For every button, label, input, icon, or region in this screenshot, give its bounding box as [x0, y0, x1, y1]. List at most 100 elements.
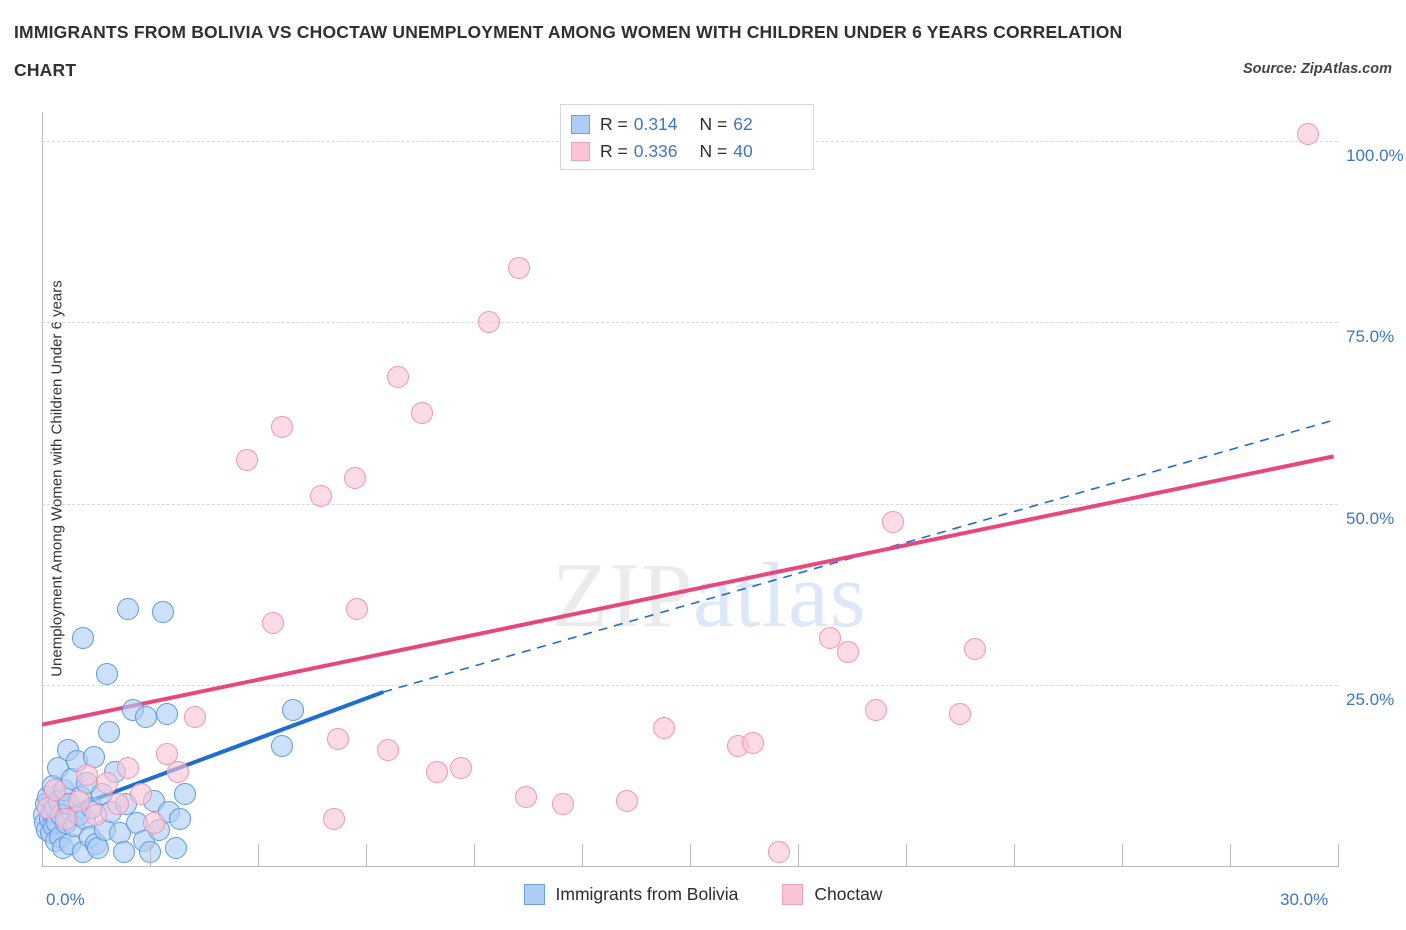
r-label-blue: R = — [600, 114, 628, 134]
data-point-immigrants-from-bolivia[interactable] — [95, 662, 118, 685]
y-axis-tick-label: 100.0% — [1346, 146, 1404, 165]
data-point-choctaw[interactable] — [156, 742, 179, 765]
data-point-choctaw[interactable] — [184, 706, 207, 729]
legend-item-choctaw[interactable]: Choctaw — [782, 884, 882, 905]
data-point-immigrants-from-bolivia[interactable] — [173, 782, 196, 805]
data-point-choctaw[interactable] — [67, 789, 90, 812]
data-point-immigrants-from-bolivia[interactable] — [164, 836, 187, 859]
x-axis-tick — [258, 844, 259, 866]
legend-swatch-pink-icon — [571, 142, 590, 161]
gridline — [42, 322, 1338, 324]
data-point-choctaw[interactable] — [741, 731, 764, 754]
n-value-pink: 40 — [733, 141, 753, 161]
y-axis-tick-label: 50.0% — [1346, 508, 1395, 528]
watermark-zip: ZIP — [552, 544, 693, 646]
data-point-immigrants-from-bolivia[interactable] — [156, 702, 179, 725]
legend-swatch-pink-icon — [782, 884, 804, 905]
data-point-choctaw[interactable] — [117, 757, 140, 780]
data-point-immigrants-from-bolivia[interactable] — [113, 840, 136, 863]
x-axis-tick — [798, 844, 799, 866]
data-point-choctaw[interactable] — [478, 311, 501, 334]
x-axis-tick — [1014, 844, 1015, 866]
n-value-blue: 62 — [733, 114, 753, 134]
x-axis-tick — [1122, 844, 1123, 866]
data-point-choctaw[interactable] — [450, 757, 473, 780]
data-point-choctaw[interactable] — [130, 782, 153, 805]
x-axis-tick — [582, 844, 583, 866]
trend-lines — [42, 419, 1335, 821]
gridline — [42, 503, 1338, 505]
data-point-choctaw[interactable] — [767, 840, 790, 863]
data-point-immigrants-from-bolivia[interactable] — [151, 601, 174, 624]
legend-swatch-blue-icon — [523, 884, 545, 905]
x-axis-tick-label-max: 30.0% — [1280, 890, 1329, 909]
data-point-choctaw[interactable] — [508, 256, 531, 279]
x-axis-tick — [1338, 844, 1339, 866]
stats-legend: R = 0.314 N = 62 R = 0.336 N = 40 — [560, 104, 814, 170]
y-axis-tick-label: 25.0% — [1346, 689, 1395, 709]
data-point-choctaw[interactable] — [95, 771, 118, 794]
plot-area: ZIPatlas — [33, 112, 1338, 866]
r-value-blue: 0.314 — [633, 114, 678, 134]
x-axis-line — [42, 866, 1339, 867]
data-point-immigrants-from-bolivia[interactable] — [117, 597, 140, 620]
source-label: Source: ZipAtlas.com — [1242, 61, 1392, 77]
data-point-choctaw[interactable] — [949, 702, 971, 725]
data-point-immigrants-from-bolivia[interactable] — [72, 626, 95, 649]
data-point-choctaw[interactable] — [653, 717, 676, 740]
x-axis-tick — [1230, 844, 1231, 866]
data-point-choctaw[interactable] — [344, 467, 367, 490]
data-point-choctaw[interactable] — [326, 728, 349, 751]
x-axis-tick — [150, 844, 151, 866]
data-point-choctaw[interactable] — [143, 811, 166, 834]
data-point-choctaw[interactable] — [322, 807, 345, 830]
data-point-choctaw[interactable] — [882, 510, 905, 533]
x-axis-tick — [690, 844, 691, 866]
data-point-choctaw[interactable] — [270, 416, 293, 439]
data-point-choctaw[interactable] — [167, 760, 190, 783]
data-point-choctaw[interactable] — [819, 626, 842, 649]
data-point-choctaw[interactable] — [616, 789, 639, 812]
legend-label: Choctaw — [814, 884, 883, 904]
data-point-choctaw[interactable] — [262, 612, 285, 635]
series-legend: Immigrants from Bolivia Choctaw — [0, 884, 1406, 905]
data-point-choctaw[interactable] — [551, 793, 574, 816]
legend-swatch-blue-icon — [571, 115, 590, 134]
legend-label: Immigrants from Bolivia — [555, 884, 739, 904]
watermark-atlas: atlas — [693, 544, 867, 646]
data-point-choctaw[interactable] — [864, 699, 887, 722]
data-point-choctaw[interactable] — [85, 804, 107, 827]
data-point-choctaw[interactable] — [236, 449, 259, 471]
n-label-blue: N = — [699, 114, 728, 134]
n-label-pink: N = — [699, 141, 728, 161]
gridline — [42, 684, 1338, 686]
legend-item-immigrants-from-bolivia[interactable]: Immigrants from Bolivia — [523, 884, 739, 905]
data-point-choctaw[interactable] — [1296, 122, 1319, 145]
r-value-pink: 0.336 — [633, 141, 678, 161]
data-point-immigrants-from-bolivia[interactable] — [97, 720, 120, 743]
data-point-choctaw[interactable] — [426, 760, 449, 783]
x-axis-tick-label-min: 0.0% — [46, 890, 85, 909]
x-axis-tick — [366, 844, 367, 866]
data-point-choctaw[interactable] — [411, 401, 434, 424]
data-point-choctaw[interactable] — [309, 485, 332, 508]
data-point-choctaw[interactable] — [106, 793, 129, 816]
page-title-second-line: CHART — [14, 60, 77, 80]
data-point-choctaw[interactable] — [376, 739, 399, 761]
y-axis-tick-label: 75.0% — [1346, 327, 1395, 347]
x-axis-tick — [906, 844, 907, 866]
x-axis-tick — [474, 844, 475, 866]
data-point-immigrants-from-bolivia[interactable] — [134, 706, 157, 729]
data-point-choctaw[interactable] — [514, 786, 537, 809]
data-point-immigrants-from-bolivia[interactable] — [270, 735, 293, 758]
data-point-choctaw[interactable] — [387, 365, 410, 388]
data-point-choctaw[interactable] — [54, 807, 77, 830]
data-point-choctaw[interactable] — [836, 641, 859, 664]
page-title: IMMIGRANTS FROM BOLIVIA VS CHOCTAW UNEMP… — [14, 22, 1123, 42]
data-point-immigrants-from-bolivia[interactable] — [281, 699, 304, 722]
data-point-immigrants-from-bolivia[interactable] — [169, 807, 192, 830]
data-point-choctaw[interactable] — [964, 637, 987, 660]
data-point-choctaw[interactable] — [43, 778, 66, 801]
data-point-choctaw[interactable] — [346, 597, 369, 620]
